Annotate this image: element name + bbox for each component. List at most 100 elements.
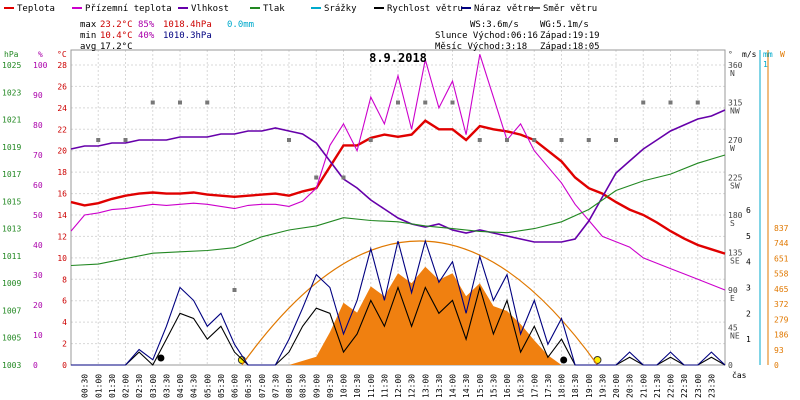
chart-axes: 1025102310211019101710151013101110091007… — [2, 50, 789, 398]
unit-degrees: ° — [728, 50, 733, 59]
x-tick: 10:00 — [340, 374, 349, 398]
x-tick: 19:30 — [598, 374, 607, 398]
series-teplota — [70, 119, 726, 255]
series-n-raz-v-tru — [71, 239, 726, 366]
y-tick-direction: E — [730, 294, 735, 303]
x-tick: 20:30 — [626, 374, 635, 398]
unit-temp: °C — [57, 50, 67, 59]
y-tick-hpa: 1015 — [2, 197, 21, 206]
series-vlhkost — [70, 109, 726, 243]
x-tick: 18:30 — [571, 374, 580, 398]
info-sun-rise: Slunce Východ:06:16 — [435, 31, 538, 41]
x-tick: 14:00 — [449, 374, 458, 398]
x-tick: 06:30 — [244, 374, 253, 398]
x-tick: 13:00 — [421, 374, 430, 398]
y-tick-hpa: 1019 — [2, 143, 21, 152]
y-tick-temp: 0 — [62, 361, 67, 370]
y-tick-humidity: 40 — [33, 241, 43, 250]
y-tick-humidity: 30 — [33, 271, 43, 280]
x-tick: 04:00 — [176, 374, 185, 398]
wind-direction-point — [450, 100, 455, 105]
y-tick-wind: 5 — [746, 232, 751, 241]
x-tick: 21:00 — [639, 374, 648, 398]
x-tick: 12:00 — [394, 374, 403, 398]
info-moon-rise: Měsíc Východ:3:18 — [435, 42, 527, 52]
legend-item: Tlak — [263, 4, 285, 14]
y-tick-radiation: 0 — [774, 361, 779, 370]
wind-direction-point — [477, 138, 482, 142]
y-tick-rain: 1 — [763, 60, 768, 69]
wind-direction-point — [586, 138, 591, 142]
wind-direction-point — [232, 288, 237, 292]
y-tick-hpa: 1017 — [2, 170, 21, 179]
legend-item: Vlhkost — [191, 4, 229, 14]
y-tick-degrees: 90 — [728, 286, 738, 295]
x-tick: 10:30 — [353, 374, 362, 398]
y-tick-humidity: 70 — [33, 151, 43, 160]
x-tick: 21:30 — [653, 374, 662, 398]
wind-direction-point — [287, 138, 291, 142]
stat-max-rain: 0.0mm — [227, 20, 254, 30]
x-tick: 08:00 — [285, 374, 294, 398]
y-tick-degrees: 45 — [728, 324, 738, 333]
x-tick: 22:00 — [667, 374, 676, 398]
unit-humidity: % — [38, 50, 43, 59]
legend-item: Rychlost větru — [387, 4, 463, 14]
wind-direction-point — [532, 138, 537, 142]
y-tick-radiation: 279 — [774, 315, 789, 324]
x-tick: 20:00 — [612, 374, 621, 398]
info-wind-gust: WG:5.1m/s — [540, 20, 589, 30]
y-tick-direction: S — [730, 219, 735, 228]
y-tick-temp: 4 — [62, 318, 67, 327]
y-tick-direction: SE — [730, 257, 740, 266]
y-tick-temp: 14 — [57, 211, 67, 220]
wind-direction-point — [505, 138, 509, 142]
x-tick: 04:30 — [190, 374, 199, 398]
series-p-zemn-teplota — [70, 54, 726, 291]
y-tick-temp: 28 — [57, 61, 67, 70]
legend-item: Srážky — [324, 4, 357, 14]
y-tick-humidity: 100 — [33, 61, 48, 70]
y-tick-humidity: 10 — [33, 331, 43, 340]
unit-rain: mm — [763, 50, 773, 59]
x-tick: 05:00 — [203, 374, 212, 398]
y-tick-degrees: 270 — [728, 136, 743, 145]
x-tick: 03:00 — [149, 374, 158, 398]
wind-direction-point — [205, 100, 210, 105]
y-tick-temp: 26 — [57, 82, 67, 91]
x-tick: 00:30 — [81, 374, 90, 398]
wind-direction-point — [96, 138, 101, 142]
x-tick: 06:00 — [231, 374, 240, 398]
y-tick-humidity: 80 — [33, 121, 43, 130]
x-tick: 05:30 — [217, 374, 226, 398]
info-moon-set: Západ:18:05 — [540, 42, 600, 52]
stat-label: min — [80, 31, 96, 41]
x-tick: 07:00 — [258, 374, 267, 398]
y-tick-radiation: 558 — [774, 270, 789, 279]
y-tick-temp: 12 — [57, 232, 67, 241]
chart-header: Teplota Přízemní teplota Vlhkost Tlak Srážky… — [4, 4, 600, 52]
wind-direction-point — [396, 100, 400, 105]
y-tick-radiation: 93 — [774, 346, 784, 355]
x-tick: 23:30 — [707, 374, 716, 398]
y-tick-radiation: 744 — [774, 239, 789, 248]
wind-direction-point — [423, 100, 428, 105]
stat-max-temp: 23.2°C — [100, 20, 133, 30]
y-tick-wind: 2 — [746, 309, 751, 318]
y-tick-hpa: 1003 — [2, 361, 21, 370]
y-tick-temp: 10 — [57, 254, 67, 263]
stat-max-humidity: 85% — [138, 20, 155, 30]
y-tick-temp: 6 — [62, 297, 67, 306]
wind-direction-point — [641, 100, 646, 105]
x-tick: 09:00 — [312, 374, 321, 398]
x-tick: 22:30 — [680, 374, 689, 398]
y-tick-temp: 18 — [57, 168, 67, 177]
moonset-marker — [560, 356, 568, 364]
unit-radiation: W — [780, 50, 785, 59]
wind-direction-point — [668, 100, 673, 105]
info-sun-set: Západ:19:19 — [540, 31, 600, 41]
y-tick-wind: 3 — [746, 284, 751, 293]
y-tick-hpa: 1021 — [2, 116, 21, 125]
x-tick: 13:30 — [435, 374, 444, 398]
radiation-fill — [261, 266, 562, 365]
